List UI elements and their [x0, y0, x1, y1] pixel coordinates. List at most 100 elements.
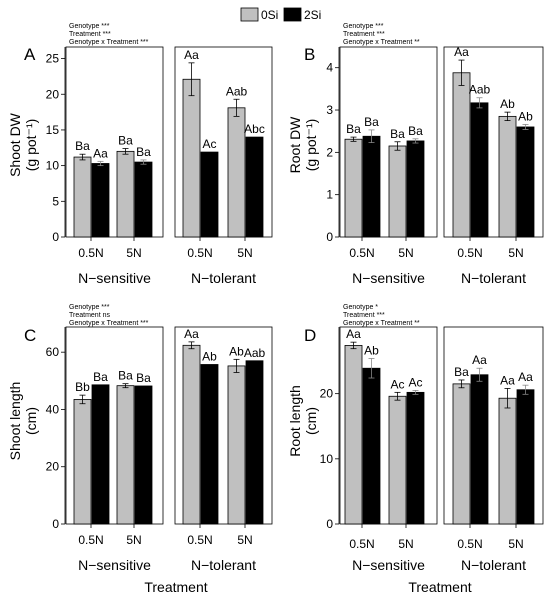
y-tick-label: 4	[326, 61, 333, 75]
group-box	[443, 326, 544, 525]
significance-line: Treatment ***	[343, 31, 385, 38]
bar-0si	[182, 344, 201, 525]
bar-0si	[182, 78, 201, 238]
y-tick-label: 20	[320, 387, 334, 401]
group-box	[65, 46, 164, 238]
y-tick-label: 15	[46, 123, 60, 137]
legend-swatch-0si	[240, 7, 259, 22]
bar-2si	[470, 374, 489, 525]
bar-letter: Aab	[469, 83, 491, 97]
bar-letter: Ba	[364, 115, 379, 129]
bar-letter: Aa	[346, 327, 361, 341]
group-label: N−sensitive	[78, 557, 151, 573]
y-tick-label: 25	[46, 52, 60, 66]
bar-letter: Aab	[226, 84, 248, 98]
bar-letter: Ba	[408, 124, 423, 138]
bar-letter: Ba	[390, 127, 405, 141]
bar-0si	[452, 72, 471, 238]
y-tick-label: 0	[52, 517, 59, 531]
y-tick-label: 20	[46, 460, 60, 474]
bar-0si	[344, 345, 363, 525]
bar-2si	[91, 163, 110, 238]
bar-letter: Abc	[244, 122, 265, 136]
y-tick-label: 40	[46, 402, 60, 416]
significance-line: Genotype x Treatment **	[343, 39, 420, 46]
significance-line: Genotype ***	[69, 304, 110, 311]
y-axis-title-line: Shoot DW	[7, 112, 23, 177]
y-tick-label: 10	[46, 159, 60, 173]
group-label: N−sensitive	[78, 270, 151, 286]
bar-letter: Ac	[390, 377, 404, 391]
x-tick-label: 5N	[126, 246, 141, 260]
x-tick-label: 5N	[237, 533, 252, 547]
x-tick-label: 0.5N	[457, 246, 482, 260]
panel-letter: B	[304, 45, 315, 64]
y-tick-label: 2	[326, 145, 333, 159]
bar-0si	[116, 150, 135, 238]
y-tick-label: 10	[320, 452, 334, 466]
x-tick-label: 0.5N	[457, 537, 482, 551]
significance-line: Genotype *	[343, 304, 378, 311]
bar-2si	[200, 151, 219, 238]
group-box	[339, 46, 438, 238]
bar-0si	[344, 138, 363, 238]
bar-letter: Ba	[93, 370, 108, 384]
bar-letter: Ba	[136, 145, 151, 159]
y-axis-title: Root length(cm)	[287, 385, 319, 457]
bar-0si	[73, 156, 92, 238]
x-tick-label: 5N	[508, 537, 523, 551]
y-tick-label: 1	[326, 188, 333, 202]
group-label: N−sensitive	[352, 557, 425, 573]
bar-0si	[388, 145, 407, 238]
significance-line: Genotype x Treatment ***	[69, 320, 149, 327]
x-tick-label: 0.5N	[78, 246, 103, 260]
bar-letter: Ab	[518, 109, 533, 123]
bar-2si	[245, 360, 264, 525]
bar-0si	[227, 107, 246, 238]
panel-letter: D	[304, 326, 316, 345]
panel-d: D Genotype *Treatment ***Genotype x Treat…	[287, 304, 544, 573]
x-tick-label: 0.5N	[349, 246, 374, 260]
bar-2si	[470, 102, 489, 238]
bar-0si	[452, 383, 471, 525]
group-label: N−tolerant	[461, 557, 526, 573]
y-axis-title-line: (cm)	[303, 407, 319, 435]
x-tick-label: 5N	[508, 246, 523, 260]
bar-letter: Aa	[454, 45, 469, 59]
y-axis-title: Shoot DW(g pot⁻¹)	[7, 112, 39, 177]
legend: 0Si 2Si	[240, 7, 321, 22]
significance-line: Genotype ***	[343, 23, 384, 30]
bar-letter: Ba	[454, 365, 469, 379]
y-axis-title: Root DW(g pot⁻¹)	[287, 116, 319, 174]
y-axis-title-line: (cm)	[23, 407, 39, 435]
bar-2si	[91, 384, 110, 525]
legend-swatch-2si	[283, 7, 302, 22]
bar-letter: Ab	[202, 349, 217, 363]
bar-letter: Ba	[118, 133, 133, 147]
group-box	[174, 326, 273, 525]
significance-line: Genotype x Treatment ***	[69, 39, 149, 46]
bar-letter: Aa	[184, 48, 199, 62]
bar-letter: Ac	[202, 137, 216, 151]
bar-letter: Ab	[500, 97, 515, 111]
bar-letter: Aa	[500, 373, 515, 387]
significance-line: Genotype x Treatment **	[343, 320, 420, 327]
panel-a: A Genotype ***Treatment ***Genotype x Tre…	[7, 23, 273, 286]
y-axis-title-line: Root length	[287, 385, 303, 457]
legend-label-2si: 2Si	[304, 8, 321, 22]
bar-2si	[516, 389, 535, 525]
x-tick-label: 0.5N	[187, 533, 212, 547]
panel-letter: C	[24, 326, 36, 345]
x-tick-label: 0.5N	[187, 246, 212, 260]
x-tick-label: 5N	[126, 533, 141, 547]
bar-2si	[134, 385, 153, 525]
y-tick-label: 0	[326, 230, 333, 244]
bar-0si	[73, 399, 92, 525]
bar-0si	[388, 395, 407, 525]
bar-0si	[227, 365, 246, 525]
bar-2si	[516, 126, 535, 238]
bar-0si	[116, 385, 135, 525]
y-axis-title-line: Root DW	[287, 116, 303, 174]
y-tick-label: 0	[52, 230, 59, 244]
